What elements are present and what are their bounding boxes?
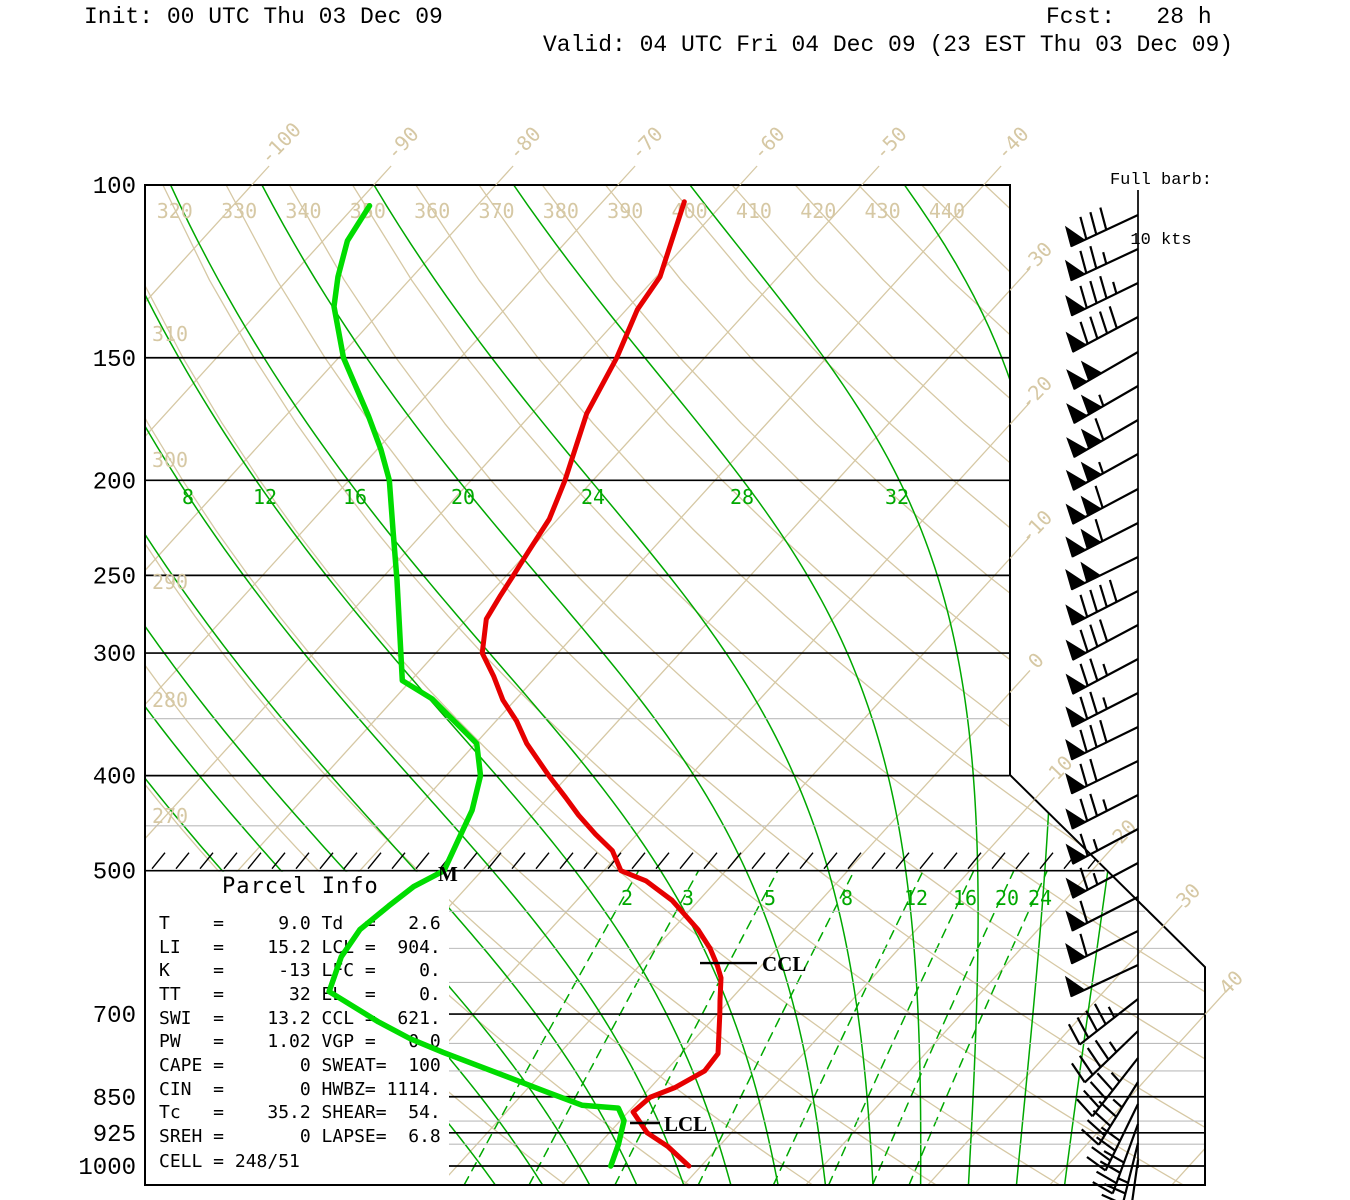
svg-text:30: 30 — [1171, 878, 1205, 912]
svg-text:-80: -80 — [503, 122, 545, 165]
svg-text:12: 12 — [904, 886, 928, 910]
svg-text:10: 10 — [1043, 751, 1077, 785]
svg-text:400: 400 — [93, 765, 136, 792]
parcel-row: SWI = 13.2 CCL = 621. — [159, 1008, 441, 1029]
svg-text:925: 925 — [93, 1122, 136, 1149]
svg-text:500: 500 — [93, 860, 136, 887]
svg-text:100: 100 — [93, 174, 136, 201]
svg-text:-50: -50 — [869, 122, 911, 165]
parcel-row: CIN = 0 HWBZ= 1114. — [159, 1079, 441, 1100]
svg-text:40: 40 — [1214, 966, 1248, 1000]
svg-text:24: 24 — [1028, 886, 1052, 910]
svg-text:16: 16 — [953, 886, 977, 910]
valid-time-label: Valid: 04 UTC Fri 04 Dec 09 (23 EST Thu … — [543, 32, 1234, 58]
svg-text:300: 300 — [93, 642, 136, 669]
svg-text:310: 310 — [152, 322, 188, 346]
svg-text:-30: -30 — [1015, 237, 1057, 280]
svg-text:410: 410 — [736, 199, 772, 223]
svg-text:20: 20 — [451, 485, 475, 509]
svg-text:20: 20 — [1107, 814, 1141, 848]
svg-text:1000: 1000 — [78, 1155, 136, 1182]
svg-text:340: 340 — [285, 199, 321, 223]
svg-text:-90: -90 — [381, 122, 423, 165]
svg-text:-20: -20 — [1015, 371, 1057, 414]
parcel-row: K = -13 LFC = 0. — [159, 960, 441, 981]
svg-text:360: 360 — [414, 199, 450, 223]
wind-barb-legend: Full barb: 10 kts — [1096, 131, 1226, 291]
svg-text:12: 12 — [253, 485, 277, 509]
wind-barb-legend-line2: 10 kts — [1130, 231, 1192, 250]
parcel-row: LI = 15.2 LCL = 904. — [159, 937, 441, 958]
forecast-hour-label: Fcst: 28 h — [1046, 4, 1212, 30]
init-time-label: Init: 00 UTC Thu 03 Dec 09 — [84, 4, 443, 30]
parcel-row: Tc = 35.2 SHEAR= 54. — [159, 1102, 441, 1123]
svg-text:440: 440 — [929, 199, 965, 223]
svg-text:3: 3 — [682, 886, 694, 910]
svg-text:280: 280 — [152, 688, 188, 712]
svg-text:8: 8 — [841, 886, 853, 910]
svg-text:390: 390 — [607, 199, 643, 223]
svg-text:20: 20 — [995, 886, 1019, 910]
parcel-info-title: Parcel Info — [222, 874, 379, 899]
svg-text:-100: -100 — [255, 117, 306, 168]
parcel-row: PW = 1.02 VGP = 0.0 — [159, 1031, 441, 1052]
svg-text:32: 32 — [885, 485, 909, 509]
svg-text:400: 400 — [671, 199, 707, 223]
svg-text:330: 330 — [221, 199, 257, 223]
svg-text:16: 16 — [343, 485, 367, 509]
svg-text:-60: -60 — [747, 122, 789, 165]
svg-text:8: 8 — [182, 485, 194, 509]
parcel-row: T = 9.0 Td = 2.6 — [159, 913, 441, 934]
svg-text:350: 350 — [350, 199, 386, 223]
svg-text:24: 24 — [581, 485, 605, 509]
svg-text:270: 270 — [152, 804, 188, 828]
svg-text:700: 700 — [93, 1003, 136, 1030]
parcel-row: CAPE = 0 SWEAT= 100 — [159, 1055, 441, 1076]
svg-text:2: 2 — [621, 886, 633, 910]
svg-text:250: 250 — [93, 564, 136, 591]
parcel-row: SREH = 0 LAPSE= 6.8 — [159, 1126, 441, 1147]
svg-text:150: 150 — [93, 347, 136, 374]
svg-text:430: 430 — [865, 199, 901, 223]
svg-text:200: 200 — [93, 469, 136, 496]
svg-text:-70: -70 — [625, 122, 667, 165]
svg-text:5: 5 — [764, 886, 776, 910]
svg-text:290: 290 — [152, 570, 188, 594]
parcel-row: TT = 32 EL = 0. — [159, 984, 441, 1005]
chart-border — [144, 184, 1206, 1186]
svg-text:380: 380 — [543, 199, 579, 223]
svg-text:-10: -10 — [1015, 505, 1057, 548]
svg-text:420: 420 — [800, 199, 836, 223]
svg-text:300: 300 — [152, 448, 188, 472]
svg-text:850: 850 — [93, 1086, 136, 1113]
svg-text:-40: -40 — [991, 122, 1033, 165]
wind-barb-legend-line1: Full barb: — [1109, 171, 1213, 190]
svg-text:370: 370 — [478, 199, 514, 223]
parcel-row: CELL = 248/51 — [159, 1151, 300, 1172]
svg-text:320: 320 — [157, 199, 193, 223]
svg-text:0: 0 — [1023, 648, 1049, 673]
svg-text:28: 28 — [730, 485, 754, 509]
